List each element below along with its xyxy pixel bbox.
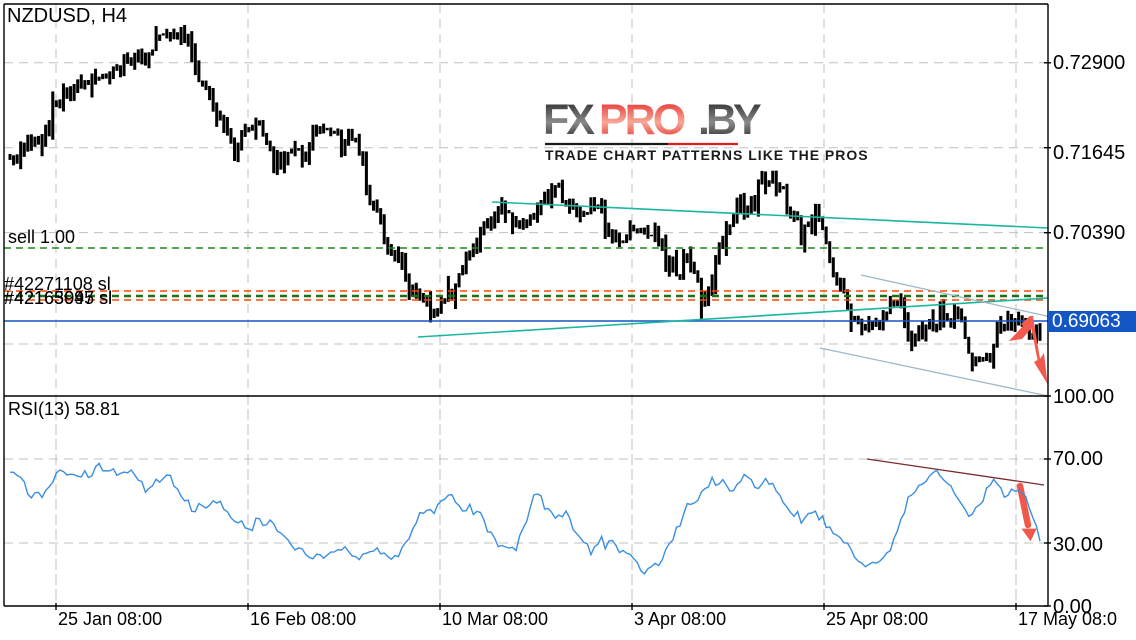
svg-text:.BY: .BY: [698, 96, 761, 144]
svg-text:TRADE CHART PATTERNS LIKE THE: TRADE CHART PATTERNS LIKE THE PROS: [545, 147, 869, 163]
svg-text:PRO: PRO: [599, 96, 685, 144]
svg-text:FX: FX: [543, 96, 595, 144]
